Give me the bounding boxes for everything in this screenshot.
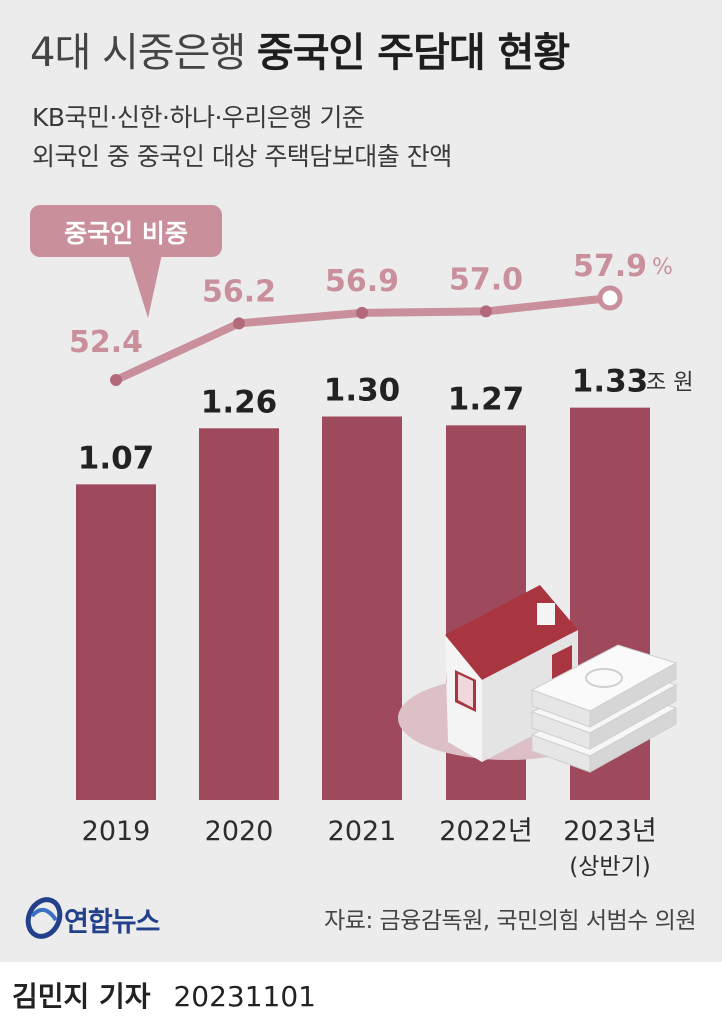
bubble-box (30, 205, 222, 257)
bar-2 (322, 416, 402, 800)
x-tick-label-4: 2023년 (563, 816, 657, 847)
x-tick-label-3: 2022년 (439, 816, 533, 847)
bar-value-labels: 1.07 1.26 1.30 1.27 1.33조 원 (78, 364, 694, 477)
bar-value-label-4: 1.33 (572, 364, 649, 400)
source-note: 자료: 금융감독원, 국민의힘 서범수 의원 (324, 908, 696, 934)
line-value-label-1: 56.2 (202, 274, 276, 309)
line-value-label-0: 52.4 (69, 325, 143, 360)
bar-value-label-3: 1.27 (448, 381, 525, 417)
bubble-pointer (128, 254, 162, 318)
line-series-layer: 52.4 56.2 56.9 57.0 57.9% (69, 249, 673, 386)
chimney-icon (537, 603, 555, 625)
logo-icon (25, 897, 63, 939)
money-stack-icon (530, 644, 678, 773)
series-name-label: 중국인 비중 (64, 219, 188, 248)
house-money-illustration (398, 585, 678, 773)
series-bubble: 중국인 비중 (30, 205, 222, 318)
chart-svg: 2019 2020 2021 2022년 2023년 (상반기) 1.07 1.26 1.30… (30, 205, 694, 880)
byline: 김민지 기자 20231101 (12, 975, 316, 1015)
x-tick-label-0: 2019 (82, 816, 151, 847)
reporter-name: 김민지 기자 (12, 980, 151, 1013)
line-point-0 (110, 374, 122, 386)
line-value-label-2: 56.9 (325, 264, 399, 299)
line-point-4 (597, 285, 623, 311)
title-bold: 중국인 주담대 현황 (256, 30, 570, 76)
bar-1 (199, 428, 279, 800)
line-unit-label: % (652, 255, 673, 280)
publish-date: 20231101 (173, 980, 316, 1013)
line-value-label-4: 57.9 (573, 249, 647, 284)
line-point-1 (233, 317, 245, 330)
bar-unit-label: 조 원 (646, 371, 693, 396)
subtitle-line-2: 외국인 중 중국인 대상 주택담보대출 잔액 (32, 142, 452, 171)
chart-title: 4대 시중은행 중국인 주담대 현황 (30, 20, 570, 78)
x-tick-label-2: 2021 (328, 816, 397, 847)
bar-0 (76, 484, 156, 800)
line-point-2 (356, 306, 368, 319)
x-axis-labels: 2019 2020 2021 2022년 2023년 (상반기) (82, 816, 657, 880)
line-value-label-3: 57.0 (449, 262, 523, 297)
logo-text: 연합뉴스 (64, 907, 160, 938)
title-light: 4대 시중은행 (30, 30, 246, 76)
x-tick-note-4: (상반기) (569, 854, 650, 880)
subtitle-line-1: KB국민·신한·하나·우리은행 기준 (32, 103, 365, 132)
line-point-3 (480, 305, 492, 318)
bar-value-label-2: 1.30 (324, 373, 401, 409)
x-tick-label-1: 2020 (205, 816, 274, 847)
bar-value-label-1: 1.26 (201, 384, 278, 420)
bar-value-label-0: 1.07 (78, 440, 155, 476)
